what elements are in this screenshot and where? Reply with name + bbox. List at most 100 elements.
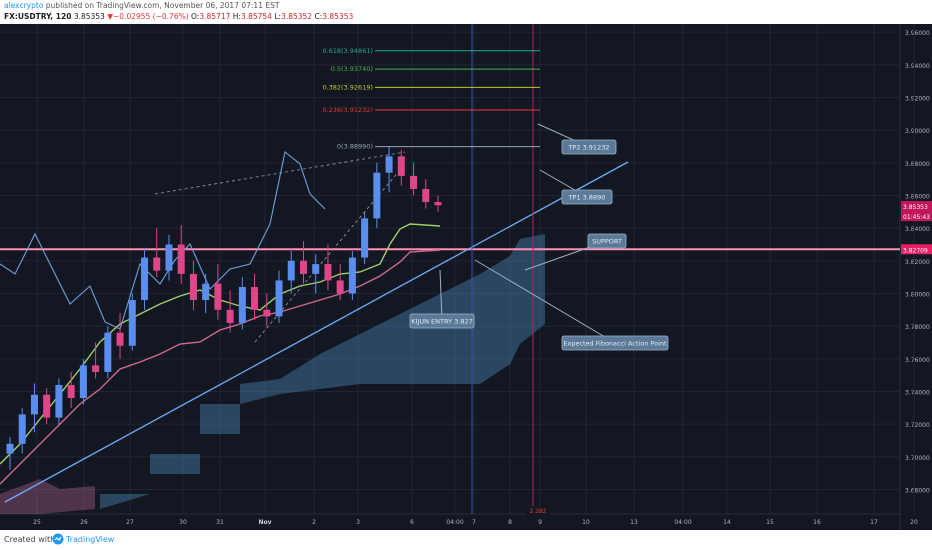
candle-body bbox=[55, 384, 63, 418]
candle-body bbox=[153, 257, 161, 271]
candle-body bbox=[189, 273, 197, 301]
x-tick-label: 8 bbox=[508, 519, 512, 526]
x-tick-label: 25 bbox=[33, 519, 41, 526]
fib-level-label: 0.618(3.94861) bbox=[322, 47, 373, 55]
ohlc-close: 3.85353 bbox=[322, 12, 354, 21]
x-tick-label: Nov bbox=[258, 519, 271, 526]
x-tick-label: 2 bbox=[312, 519, 316, 526]
y-tick-label: 3.96000 bbox=[905, 30, 930, 37]
candle-body bbox=[141, 257, 149, 301]
candle-body bbox=[226, 309, 234, 323]
chart-header: alexcrypto published on TradingView.com,… bbox=[0, 0, 932, 24]
kijun-line bbox=[0, 249, 441, 485]
candle-body bbox=[43, 394, 51, 418]
x-tick-label: 7 bbox=[472, 519, 476, 526]
callout-box bbox=[561, 189, 613, 205]
y-tick-label: 3.76000 bbox=[905, 357, 930, 364]
symbol-label: FX:USDTRY, 120 bbox=[4, 12, 72, 21]
callout-box bbox=[561, 139, 617, 155]
y-tick-label: 3.82000 bbox=[905, 259, 930, 266]
candle-body bbox=[312, 264, 320, 274]
countdown-badge-bg bbox=[901, 211, 932, 222]
y-tick-label: 3.88000 bbox=[905, 161, 930, 168]
candle-body bbox=[251, 286, 259, 310]
x-tick-label: 9 bbox=[538, 519, 542, 526]
fib-anchor-line bbox=[154, 151, 406, 195]
y-tick-label: 3.68000 bbox=[905, 488, 930, 495]
candle-body bbox=[214, 283, 222, 310]
callout-box bbox=[587, 233, 627, 249]
chikou-line bbox=[0, 151, 326, 330]
candle-body bbox=[336, 280, 344, 294]
last-price: 3.85353 bbox=[73, 12, 105, 21]
ichimoku-cloud-bear bbox=[0, 479, 95, 514]
y-tick-label: 3.72000 bbox=[905, 422, 930, 429]
tradingview-logo-icon bbox=[52, 533, 64, 545]
ohlc-open: 3.85717 bbox=[199, 12, 231, 21]
callout-label: TP2 3.91232 bbox=[568, 144, 610, 152]
x-tick-label: 04:00 bbox=[674, 519, 691, 526]
price-chart[interactable]: 3.96000 3.94000 3.92000 3.90000 3.88000 3.860… bbox=[0, 24, 932, 530]
candle-body bbox=[238, 286, 246, 323]
x-tick-label: 6 bbox=[410, 519, 414, 526]
x-marker-bg bbox=[526, 506, 550, 515]
publish-text: published on TradingView.com, November 0… bbox=[45, 1, 280, 10]
callout-pointer bbox=[439, 269, 443, 322]
candle-body bbox=[104, 332, 112, 372]
candle-body bbox=[397, 156, 405, 176]
candle-body bbox=[165, 244, 173, 271]
chart-area[interactable]: 3.96000 3.94000 3.92000 3.90000 3.88000 3.860… bbox=[0, 24, 932, 530]
callout-box bbox=[409, 313, 475, 329]
candle-body bbox=[202, 283, 210, 301]
fib-level-label: 0.236(3.91232) bbox=[322, 106, 373, 114]
callout-label: KIJUN ENTRY 3.827 bbox=[411, 318, 472, 326]
y-tick-label: 3.84000 bbox=[905, 226, 930, 233]
ohlc-low: 3.85352 bbox=[281, 12, 313, 21]
created-with-text: Created with bbox=[4, 535, 56, 544]
support-badge: 3.82709 bbox=[903, 247, 928, 254]
author-link[interactable]: alexcrypto bbox=[4, 1, 44, 10]
callout-label: Expected Fibonacci Action Point bbox=[563, 340, 667, 348]
change-value: −0.02955 (−0.76%) bbox=[113, 12, 189, 21]
candle-body bbox=[287, 260, 295, 281]
price-badge-bg bbox=[901, 201, 932, 212]
x-tick-label: 30 bbox=[179, 519, 187, 526]
x-tick-label: 10 bbox=[582, 519, 590, 526]
footer: Created with TradingView bbox=[0, 530, 932, 550]
candle-body bbox=[373, 172, 381, 219]
callout-label: SUPPORT bbox=[592, 238, 622, 246]
candle-body bbox=[422, 188, 430, 203]
x-tick-label: 31 bbox=[216, 519, 224, 526]
y-tick-label: 3.94000 bbox=[905, 63, 930, 70]
candle-body bbox=[177, 244, 185, 274]
candle-body bbox=[18, 414, 26, 444]
ohlc-high: 3.85754 bbox=[240, 12, 272, 21]
candle-body bbox=[263, 309, 271, 317]
ohlc-high-label: H: bbox=[232, 12, 241, 21]
fib-level-label: 0(3.88990) bbox=[337, 143, 373, 151]
x-tick-label: 13 bbox=[630, 519, 638, 526]
candle-body bbox=[361, 218, 369, 258]
fib-level-label: 0.382(3.92619) bbox=[322, 83, 373, 91]
candle-body bbox=[30, 394, 38, 415]
x-tick-label: 14 bbox=[723, 519, 731, 526]
x-tick-label: 20 bbox=[910, 519, 918, 526]
candle-body bbox=[67, 384, 75, 399]
y-tick-label: 3.78000 bbox=[905, 324, 930, 331]
x-tick-label: 17 bbox=[870, 519, 878, 526]
x-tick-label: 15 bbox=[766, 519, 774, 526]
y-tick-label: 3.74000 bbox=[905, 390, 930, 397]
ohlc-low-label: L: bbox=[274, 12, 282, 21]
x-tick-label: 3 bbox=[356, 519, 360, 526]
x-tick-label: 16 bbox=[813, 519, 821, 526]
callout-pointer bbox=[474, 259, 616, 344]
countdown-badge: 01:45:43 bbox=[903, 214, 930, 221]
tradingview-link[interactable]: TradingView bbox=[66, 535, 115, 544]
y-tick-label: 3.80000 bbox=[905, 292, 930, 299]
y-tick-label: 3.86000 bbox=[905, 194, 930, 201]
candle-body bbox=[6, 443, 14, 454]
price-badge: 3.85353 bbox=[903, 204, 928, 211]
x-tick-label: 26 bbox=[80, 519, 88, 526]
ohlc-close-label: C: bbox=[314, 12, 323, 21]
y-tick-label: 3.90000 bbox=[905, 128, 930, 135]
